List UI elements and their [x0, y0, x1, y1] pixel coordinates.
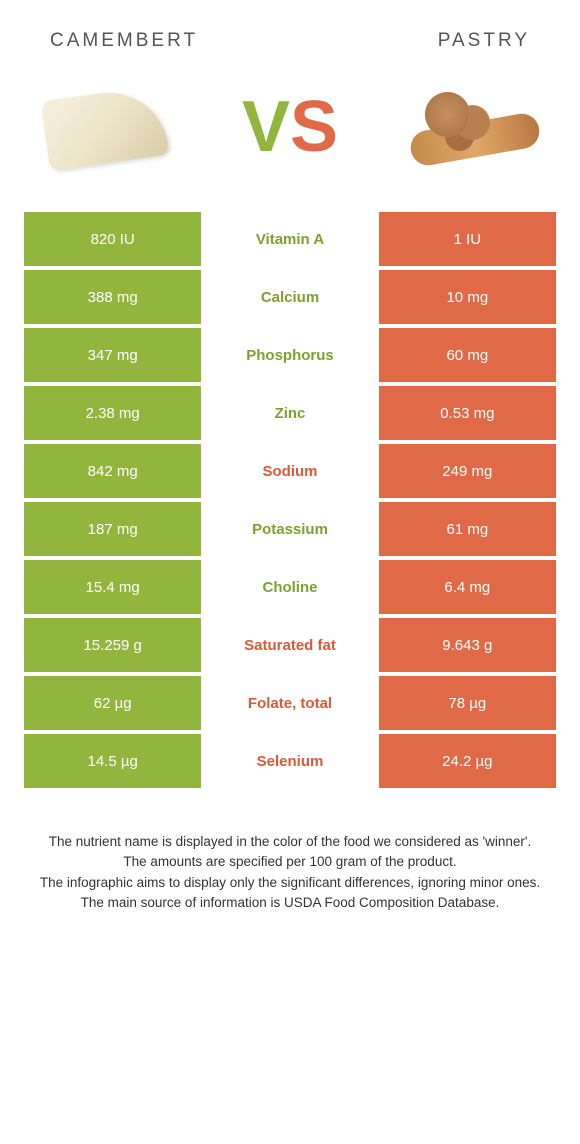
nutrient-label: Sodium [201, 444, 378, 498]
right-value: 0.53 mg [379, 386, 556, 440]
nutrient-label: Saturated fat [201, 618, 378, 672]
footer-line-4: The main source of information is USDA F… [30, 893, 550, 913]
table-row: 15.259 gSaturated fat9.643 g [24, 618, 556, 672]
left-value: 388 mg [24, 270, 201, 324]
right-value: 61 mg [379, 502, 556, 556]
right-value: 78 µg [379, 676, 556, 730]
left-value: 187 mg [24, 502, 201, 556]
right-value: 60 mg [379, 328, 556, 382]
left-value: 14.5 µg [24, 734, 201, 788]
right-food-title: PASTRY [438, 30, 530, 52]
left-value: 2.38 mg [24, 386, 201, 440]
footer-line-3: The infographic aims to display only the… [30, 873, 550, 893]
table-row: 347 mgPhosphorus60 mg [24, 328, 556, 382]
right-value: 6.4 mg [379, 560, 556, 614]
left-food-title: CAMEMBERT [50, 30, 198, 52]
right-value: 10 mg [379, 270, 556, 324]
nutrient-label: Potassium [201, 502, 378, 556]
table-row: 187 mgPotassium61 mg [24, 502, 556, 556]
table-row: 62 µgFolate, total78 µg [24, 676, 556, 730]
right-value: 1 IU [379, 212, 556, 266]
footer-line-1: The nutrient name is displayed in the co… [30, 832, 550, 852]
table-row: 820 IUVitamin A1 IU [24, 212, 556, 266]
table-row: 842 mgSodium249 mg [24, 444, 556, 498]
camembert-image [30, 72, 180, 182]
nutrient-label: Choline [201, 560, 378, 614]
vs-s-letter: S [290, 86, 338, 168]
vs-row: VS [0, 72, 580, 212]
pastry-icon [405, 82, 545, 172]
left-value: 842 mg [24, 444, 201, 498]
left-value: 347 mg [24, 328, 201, 382]
table-row: 388 mgCalcium10 mg [24, 270, 556, 324]
right-value: 24.2 µg [379, 734, 556, 788]
vs-v-letter: V [242, 86, 290, 168]
footer-notes: The nutrient name is displayed in the co… [0, 792, 580, 913]
right-value: 9.643 g [379, 618, 556, 672]
nutrient-table: 820 IUVitamin A1 IU388 mgCalcium10 mg347… [24, 212, 556, 788]
nutrient-label: Zinc [201, 386, 378, 440]
left-value: 820 IU [24, 212, 201, 266]
nutrient-label: Selenium [201, 734, 378, 788]
table-row: 15.4 mgCholine6.4 mg [24, 560, 556, 614]
nutrient-label: Vitamin A [201, 212, 378, 266]
camembert-icon [40, 85, 170, 170]
left-value: 15.259 g [24, 618, 201, 672]
left-value: 15.4 mg [24, 560, 201, 614]
vs-text: VS [242, 86, 338, 168]
header: CAMEMBERT PASTRY [0, 0, 580, 72]
footer-line-2: The amounts are specified per 100 gram o… [30, 852, 550, 872]
right-value: 249 mg [379, 444, 556, 498]
left-value: 62 µg [24, 676, 201, 730]
nutrient-label: Calcium [201, 270, 378, 324]
table-row: 2.38 mgZinc0.53 mg [24, 386, 556, 440]
table-row: 14.5 µgSelenium24.2 µg [24, 734, 556, 788]
nutrient-label: Phosphorus [201, 328, 378, 382]
nutrient-label: Folate, total [201, 676, 378, 730]
pastry-image [400, 72, 550, 182]
